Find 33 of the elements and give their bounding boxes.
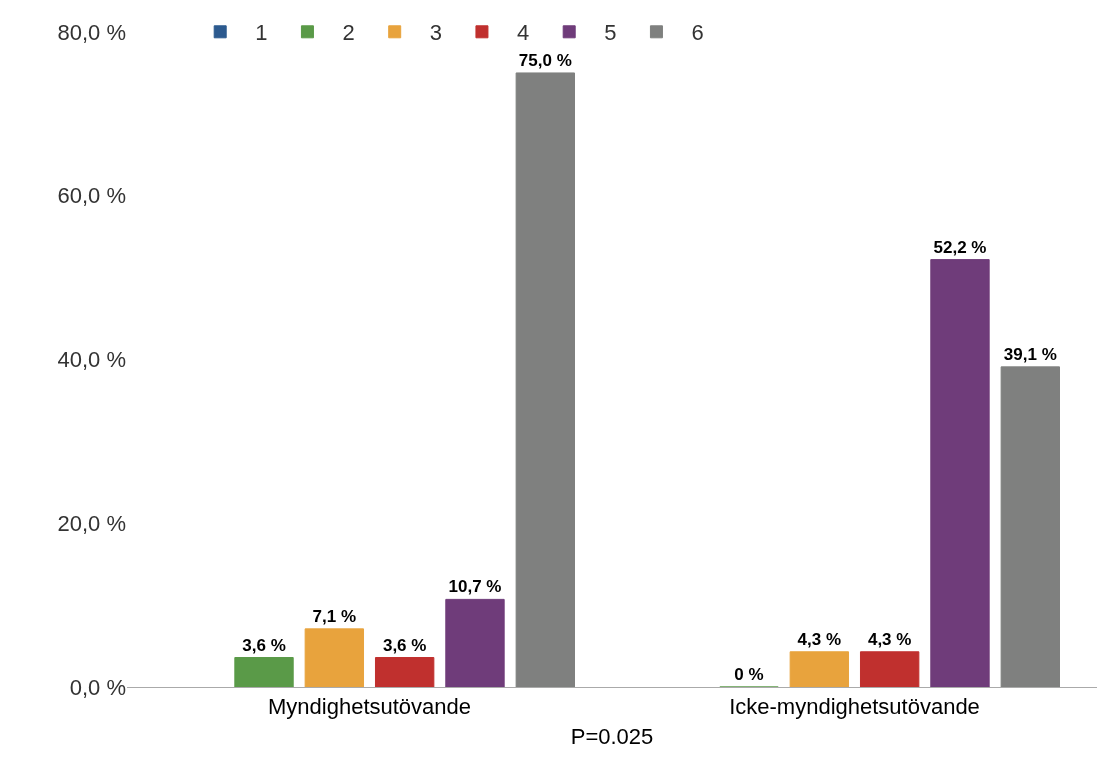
data-label: 3,6 % [382,635,427,655]
bar [789,651,850,687]
legend-label: 2 [342,20,355,46]
bar [859,651,920,687]
data-label: 75,0 % [518,50,572,70]
legend-label: 3 [429,20,442,46]
legend-label: 6 [691,20,704,46]
data-label: 3,6 % [242,635,286,655]
data-label: 4,3 % [797,629,842,649]
legend-label: 5 [604,20,617,46]
legend-label: 1 [255,20,268,46]
y-tick-label: 60,0 % [57,183,126,209]
bar [234,657,294,687]
x-tick-label: Myndighetsutövande [267,694,472,720]
bar [515,72,575,687]
bar [445,598,505,687]
y-tick-label: 0,0 % [69,674,126,700]
data-label: 4,3 % [867,629,912,649]
data-label: 52,2 % [933,237,987,257]
bar [374,657,435,687]
y-tick-label: 80,0 % [57,19,126,45]
x-tick-label: Icke-myndighetsutövande [729,694,980,720]
data-label: 10,7 % [448,577,502,597]
legend-label: 4 [516,20,530,46]
x-axis-title: P=0.025 [570,724,654,750]
y-tick-label: 40,0 % [57,347,126,373]
bar [304,628,365,687]
data-label: 7,1 % [312,606,357,626]
data-label: 39,1 % [1003,344,1057,364]
y-tick-label: 20,0 % [57,510,126,536]
bar [1000,366,1060,687]
data-label: 0 % [734,665,764,684]
bar [930,259,990,687]
